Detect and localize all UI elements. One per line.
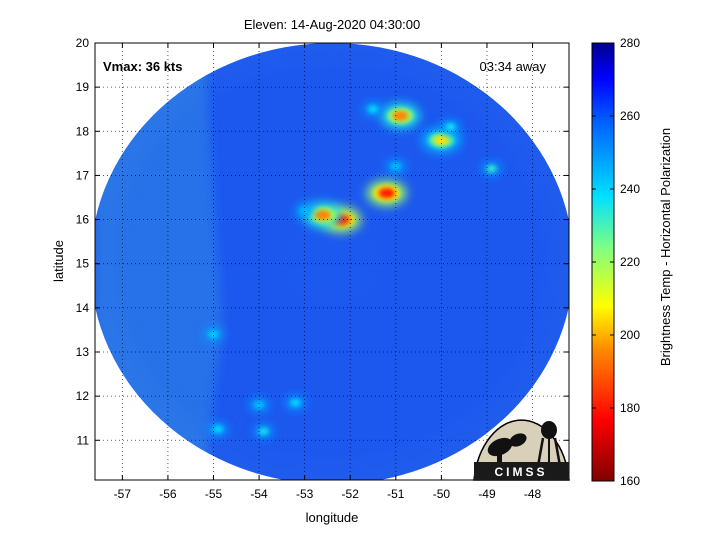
colorbar-tick-label: 260 — [620, 109, 640, 123]
x-tick-label: -50 — [433, 487, 451, 501]
water-tower-icon — [536, 421, 562, 467]
x-tick-label: -54 — [250, 487, 268, 501]
x-tick-label: -53 — [296, 487, 314, 501]
colorbar-tick-label: 280 — [620, 36, 640, 50]
feature-core — [392, 110, 409, 121]
swath-layer — [95, 43, 569, 480]
x-tick-label: -56 — [159, 487, 177, 501]
feature-core — [314, 210, 331, 221]
y-tick-label: 18 — [76, 124, 90, 138]
feature-core — [486, 165, 497, 173]
satellite-dish-icon — [487, 433, 527, 466]
cimss-logo: CIMSS — [473, 419, 570, 481]
convective-features — [203, 102, 502, 439]
feature-core — [208, 330, 219, 338]
grid — [95, 42, 569, 480]
y-tick-label: 15 — [76, 257, 90, 271]
x-axis: -57 -56 -55 -54 -53 -52 -51 -50 -49 -48 — [114, 43, 542, 501]
x-tick-label: -57 — [114, 487, 132, 501]
logo-text: CIMSS — [494, 465, 547, 479]
y-tick-label: 12 — [76, 389, 90, 403]
colorbar-tick-label: 160 — [620, 474, 640, 488]
x-tick-label: -49 — [478, 487, 496, 501]
colorbar-ticks: 160 180 200 220 240 260 280 — [592, 36, 640, 488]
x-tick-label: -51 — [387, 487, 405, 501]
colorbar-tick-label: 180 — [620, 401, 640, 415]
x-tick-label: -52 — [342, 487, 360, 501]
feature-core — [368, 105, 379, 113]
colorbar-tick-label: 240 — [620, 182, 640, 196]
feature-core — [299, 207, 310, 215]
feature-core — [390, 163, 401, 171]
y-tick-label: 16 — [76, 213, 90, 227]
feature-core — [290, 399, 301, 407]
y-tick-label: 11 — [77, 433, 90, 447]
time-away-annotation: 03:34 away — [480, 59, 547, 74]
x-tick-label: -55 — [205, 487, 223, 501]
feature-core — [254, 401, 265, 409]
y-tick-label: 19 — [76, 80, 90, 94]
x-tick-label: -48 — [524, 487, 542, 501]
x-axis-label: longitude — [306, 510, 359, 525]
swath-disc — [95, 43, 569, 480]
feature-core — [445, 123, 456, 131]
feature-core — [258, 427, 269, 435]
feature-core — [433, 135, 450, 146]
y-axis-label: latitude — [51, 240, 66, 282]
chart-title: Eleven: 14-Aug-2020 04:30:00 — [244, 17, 420, 32]
feature-core — [213, 425, 224, 433]
y-tick-label: 13 — [76, 345, 90, 359]
colorbar-tick-label: 220 — [620, 255, 640, 269]
vmax-annotation: Vmax: 36 kts — [103, 59, 183, 74]
axes-frame — [94, 42, 570, 481]
y-axis: 11 12 13 14 15 16 17 18 19 20 — [76, 36, 569, 447]
y-tick-label: 20 — [76, 36, 90, 50]
feature-core — [378, 188, 395, 199]
y-tick-label: 14 — [76, 301, 90, 315]
colorbar-label: Brightness Temp - Horizontal Polarizatio… — [658, 128, 673, 366]
colorbar-tick-label: 200 — [620, 328, 640, 342]
y-tick-label: 17 — [76, 168, 90, 182]
